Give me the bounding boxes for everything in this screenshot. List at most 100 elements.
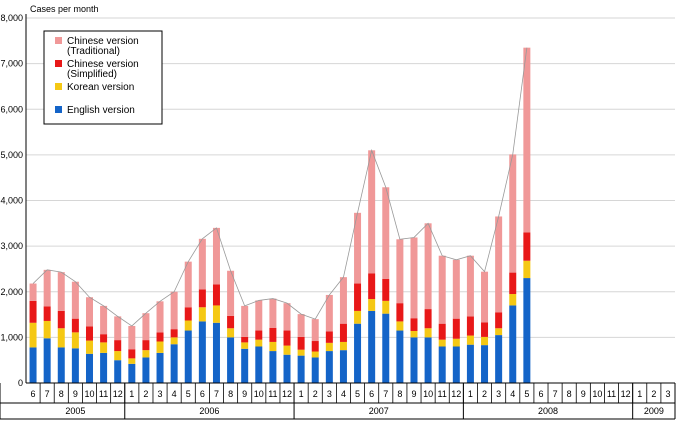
bar-segment (71, 348, 79, 383)
bar-segment (523, 232, 531, 261)
bar-segment (269, 351, 277, 383)
axes (0, 14, 676, 420)
legend-entry: English version (67, 105, 135, 116)
bar-segment (255, 330, 263, 340)
bar-segment (100, 352, 108, 383)
bar-segment (128, 358, 136, 364)
month-tick-label: 5 (186, 389, 191, 399)
bar-segment (128, 325, 136, 350)
month-tick-label: 2 (313, 389, 318, 399)
month-tick-label: 6 (200, 389, 205, 399)
month-tick-label: 5 (524, 389, 529, 399)
bar-segment (283, 354, 291, 383)
bar-segment (311, 357, 319, 383)
bar-segment (241, 336, 249, 343)
bar-segment (297, 336, 305, 350)
bar-segment (43, 338, 51, 383)
month-tick-label: 3 (327, 389, 332, 399)
bar-segment (128, 363, 136, 383)
bar-segment (184, 330, 192, 383)
x-tick-labels: 6 7 8 9 10 11 12 1 2 3 4 5 6 7 8 9 10 11 12 1 2 3 4 5 6 7 8 9 10 11 12… (31, 389, 671, 416)
bar-segment (269, 298, 277, 328)
bar-segment (170, 337, 178, 345)
y-tick-label: 6,000 (0, 104, 23, 114)
month-tick-label: 7 (45, 389, 50, 399)
bar-segment (198, 307, 206, 322)
bar-segment (410, 330, 418, 338)
bar-segment (396, 321, 404, 331)
bar-segment (57, 328, 65, 348)
bar-segment (269, 327, 277, 342)
legend-entry: Chinese version (Traditional) (67, 36, 139, 57)
bar-segment (43, 269, 51, 307)
legend-entry: Chinese version (Simplified) (67, 59, 139, 80)
bar-segment (339, 341, 347, 351)
month-tick-label: 11 (438, 389, 447, 399)
bar-segment (523, 47, 531, 233)
total-line (32, 47, 528, 327)
bar-segment (424, 328, 432, 338)
month-tick-label: 7 (383, 389, 388, 399)
bar-segment (156, 301, 164, 333)
month-tick-label: 7 (553, 389, 558, 399)
y-axis-label: Cases per month (30, 4, 99, 14)
y-tick-label: 5,000 (0, 150, 23, 160)
bar-segment (495, 216, 503, 313)
month-tick-label: 11 (607, 389, 616, 399)
bar-segment (368, 273, 376, 300)
bar-segment (410, 318, 418, 331)
month-tick-label: 9 (411, 389, 416, 399)
bar-segment (212, 227, 220, 285)
bar-segment (311, 351, 319, 358)
bar-segment (100, 334, 108, 343)
bar-segment (509, 154, 517, 273)
month-tick-label: 12 (621, 389, 631, 399)
month-tick-label: 10 (592, 389, 602, 399)
bar-segment (339, 277, 347, 324)
bar-segment (241, 342, 249, 349)
bar-segment (198, 321, 206, 383)
month-tick-label: 1 (299, 389, 304, 399)
bar-segment (71, 332, 79, 349)
bar-segment (452, 318, 460, 339)
legend-swatch (55, 60, 62, 67)
year-label: 2008 (538, 406, 558, 416)
bar-segment (227, 270, 235, 316)
bar-segment (325, 351, 333, 383)
month-tick-label: 3 (665, 389, 670, 399)
bar-segment (297, 314, 305, 337)
month-tick-label: 1 (637, 389, 642, 399)
bar-segment (339, 323, 347, 342)
y-tick-labels: 0 1,000 2,000 3,000 4,000 5,000 6,000 7,000 8,00… (0, 13, 23, 388)
bar-segment (85, 340, 93, 354)
month-tick-label: 11 (99, 389, 108, 399)
month-tick-label: 8 (567, 389, 572, 399)
month-tick-label: 6 (369, 389, 374, 399)
bar-segment (424, 223, 432, 310)
bar-segment (325, 342, 333, 352)
bar-segment (241, 305, 249, 337)
month-tick-label: 3 (496, 389, 501, 399)
bar-segment (212, 284, 220, 306)
legend: Chinese version (Traditional)Chinese vers… (43, 30, 163, 125)
bar-segment (241, 348, 249, 383)
bar-segment (466, 316, 474, 336)
month-tick-label: 9 (242, 389, 247, 399)
bar-segment (100, 305, 108, 335)
bar-segment (396, 239, 404, 304)
bar-segment (495, 312, 503, 329)
bar-segment (495, 328, 503, 336)
month-tick-label: 4 (172, 389, 177, 399)
bar-segment (438, 339, 446, 347)
bar-segment (255, 346, 263, 383)
month-tick-label: 9 (73, 389, 78, 399)
month-tick-label: 6 (538, 389, 543, 399)
year-label: 2007 (369, 406, 389, 416)
bar-segment (184, 307, 192, 321)
bar-segment (481, 271, 489, 323)
bar-segment (255, 339, 263, 347)
month-tick-label: 12 (451, 389, 461, 399)
bar-segment (114, 340, 122, 352)
bar-segment (509, 272, 517, 295)
year-label: 2009 (644, 406, 664, 416)
